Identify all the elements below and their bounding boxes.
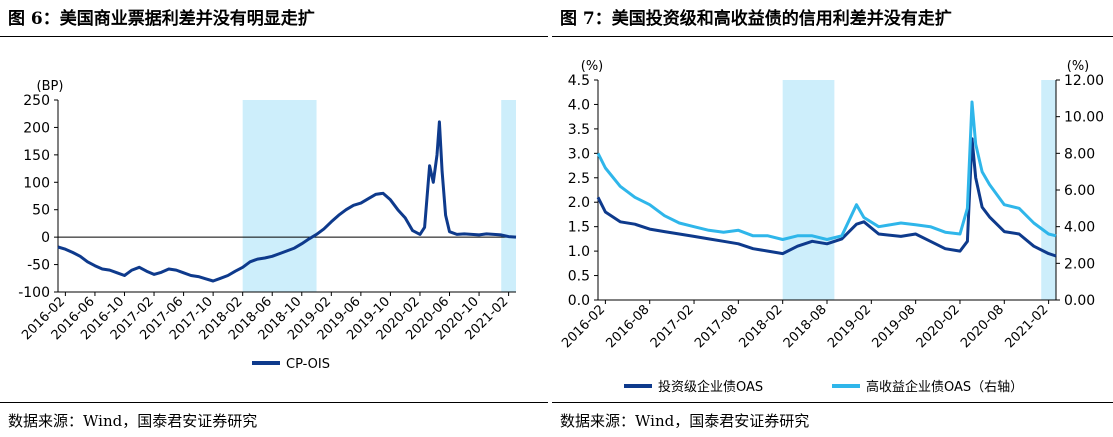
- y-tick-label-left: 3.0: [568, 146, 590, 162]
- figure-7-bottom-rule: [552, 402, 1113, 403]
- y-tick-label-left: -100: [18, 285, 50, 301]
- figure-6-source: 数据来源：Wind，国泰君安证券研究: [8, 412, 258, 430]
- y-tick-label-left: 50: [32, 203, 50, 219]
- y-tick-label-right: 0.00: [1064, 293, 1095, 309]
- figure-6-bottom-rule: [0, 402, 548, 403]
- y-axis-unit-left: (%): [581, 59, 604, 74]
- y-tick-label-left: 1.5: [568, 220, 590, 236]
- y-axis-unit-right: (%): [1067, 59, 1090, 74]
- y-tick-label-right: 6.00: [1064, 183, 1095, 199]
- legend-label-0: CP-OIS: [286, 357, 330, 372]
- x-tick-label: 2019-08: [869, 302, 918, 351]
- x-tick-label: 2017-02: [648, 302, 697, 351]
- x-tick-label: 2016-02: [559, 302, 608, 351]
- y-tick-label-right: 12.00: [1064, 73, 1104, 89]
- y-tick-label-left: 0.5: [568, 269, 590, 285]
- figure-7-panel: 图 7：美国投资级和高收益债的信用利差并没有走扩 0.0 0.5 1.0 1.5 2.0…: [552, 0, 1113, 437]
- x-tick-label: 2021-02: [1002, 302, 1051, 351]
- y-tick-label-right: 10.00: [1064, 110, 1104, 126]
- series-line-0: [596, 137, 1057, 258]
- figure-6-panel: 图 6：美国商业票据利差并没有明显走扩 -100 -50 0 50 100 150 200 2…: [0, 0, 548, 437]
- y-tick-label-left: 100: [23, 175, 50, 191]
- figure-7-top-rule: [552, 36, 1113, 37]
- y-tick-label-left: -50: [27, 258, 50, 274]
- shaded-period-1: [501, 100, 516, 292]
- y-tick-label-left: 4.0: [568, 97, 590, 113]
- y-tick-label-right: 2.00: [1064, 256, 1095, 272]
- figure-6-top-rule: [0, 36, 548, 37]
- y-axis-unit-left: (BP): [37, 79, 64, 94]
- figure-7-source: 数据来源：Wind，国泰君安证券研究: [560, 412, 810, 430]
- panel-divider: [548, 0, 549, 437]
- figure-6-title: 图 6：美国商业票据利差并没有明显走扩: [8, 9, 315, 29]
- series-line-1: [596, 100, 1057, 241]
- y-tick-label-left: 3.5: [568, 122, 590, 138]
- x-tick-label: 2019-02: [825, 302, 874, 351]
- figure-7-title: 图 7：美国投资级和高收益债的信用利差并没有走扩: [560, 9, 952, 29]
- y-tick-label-left: 0: [41, 230, 50, 246]
- figure-6-chart: -100-50050100150200250(BP)2016-022016-06…: [18, 79, 517, 372]
- y-tick-label-left: 150: [23, 148, 50, 164]
- y-tick-label-left: 0.0: [568, 293, 590, 309]
- y-tick-label-left: 200: [23, 120, 50, 136]
- y-tick-label-left: 2.0: [568, 195, 590, 211]
- shaded-period-0: [782, 80, 835, 300]
- y-tick-label-left: 250: [23, 93, 50, 109]
- x-tick-label: 2020-08: [958, 302, 1007, 351]
- y-tick-label-left: 2.5: [568, 171, 590, 187]
- x-tick-label: 2017-08: [692, 302, 741, 351]
- shaded-period-0: [242, 100, 317, 292]
- series-line-0: [57, 120, 517, 283]
- y-tick-label-right: 4.00: [1064, 220, 1095, 236]
- x-tick-label: 2018-02: [736, 302, 785, 351]
- legend-label-1: 高收益企业债OAS（右轴）: [866, 379, 1023, 395]
- figure-7-chart: 0.00.51.01.52.02.53.03.54.04.5(%)0.002.0…: [559, 59, 1104, 395]
- y-tick-label-left: 1.0: [568, 244, 590, 260]
- shaded-period-1: [1041, 80, 1056, 300]
- legend-label-0: 投资级企业债OAS: [658, 379, 763, 395]
- y-tick-label-left: 4.5: [568, 73, 590, 89]
- x-tick-label: 2016-08: [604, 302, 653, 351]
- y-tick-label-right: 8.00: [1064, 146, 1095, 162]
- x-tick-label: 2020-02: [914, 302, 963, 351]
- x-tick-label: 2018-08: [781, 302, 830, 351]
